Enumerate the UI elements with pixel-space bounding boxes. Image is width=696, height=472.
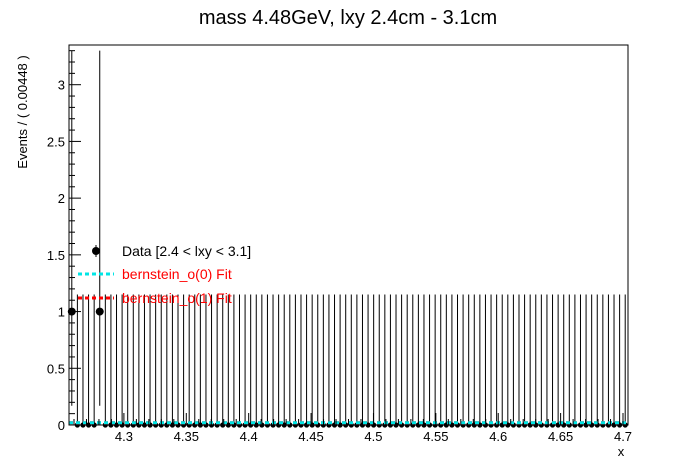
- x-tick-label: 4.5: [364, 429, 382, 444]
- x-tick-label: 4.35: [174, 429, 199, 444]
- data-point: [95, 307, 104, 316]
- y-tick-label: 2: [58, 191, 65, 206]
- x-tick-label: 4.7: [614, 429, 632, 444]
- x-tick-label: 4.45: [298, 429, 323, 444]
- y-tick-label: 1: [58, 305, 65, 320]
- x-tick-label: 4.4: [240, 429, 258, 444]
- legend: Data [2.4 < lxy < 3.1] bernstein_o(0) Fi…: [78, 243, 251, 306]
- x-tick-label: 4.55: [423, 429, 448, 444]
- legend-label-bernstein-o1: bernstein_o(1) Fit: [122, 290, 232, 306]
- axes: 0 0.5 1 1.5 2 2.5 3 4.3 4.35 4.4 4.45 4.5 4.55 4.6 4.6…: [47, 50, 632, 444]
- legend-label-bernstein-o0: bernstein_o(0) Fit: [122, 266, 232, 282]
- x-tick-label: 4.6: [489, 429, 507, 444]
- plot-area: [67, 50, 628, 428]
- y-axis-title: Events / ( 0.00448 ): [15, 55, 30, 168]
- legend-label-data: Data [2.4 < lxy < 3.1]: [122, 243, 251, 259]
- y-tick-label: 0.5: [47, 361, 65, 376]
- x-tick-label: 4.65: [548, 429, 573, 444]
- chart-title: mass 4.48GeV, lxy 2.4cm - 3.1cm: [199, 7, 497, 29]
- y-tick-label: 0: [58, 418, 65, 433]
- x-axis-title: x: [618, 444, 625, 459]
- y-tick-label: 3: [58, 78, 65, 93]
- y-tick-label: 2.5: [47, 134, 65, 149]
- y-tick-label: 1.5: [47, 248, 65, 263]
- x-tick-label: 4.3: [115, 429, 133, 444]
- plot-frame: [68, 44, 629, 426]
